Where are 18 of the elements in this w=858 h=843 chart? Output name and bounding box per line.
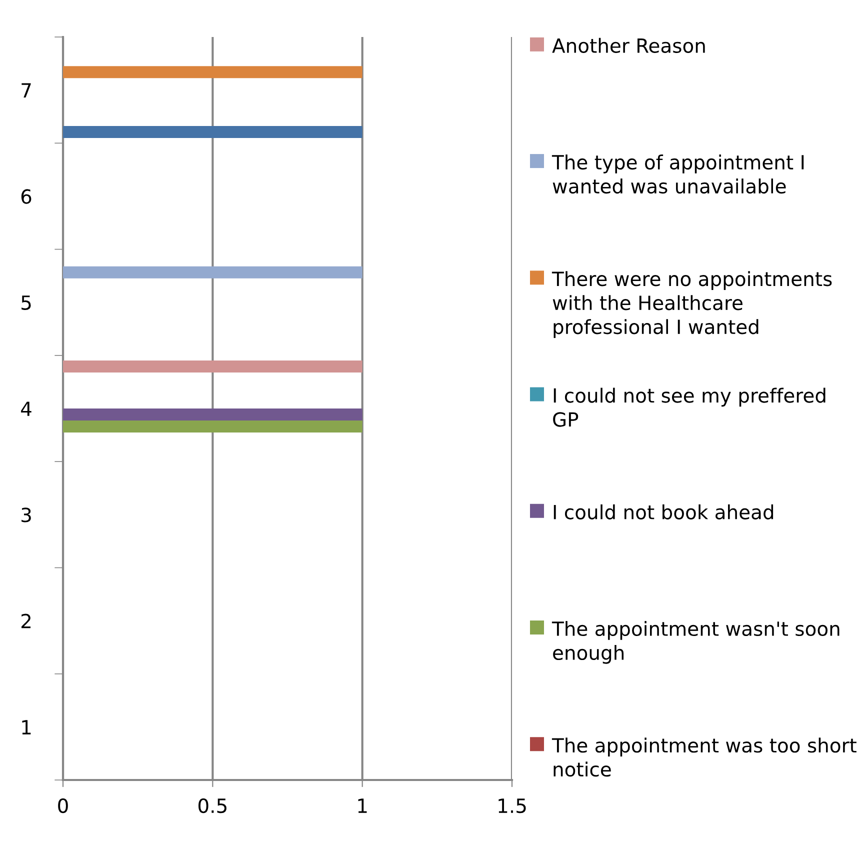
- y-tick-label: 3: [22, 508, 31, 522]
- x-tick-label: 0.5: [198, 798, 226, 814]
- legend-label: I could not book ahead: [554, 504, 774, 520]
- x-tick-label: 0: [58, 798, 68, 814]
- x-tick-label: 1: [358, 798, 367, 813]
- legend-label: The type of appointment I wanted was unavailable: [552, 154, 804, 194]
- y-tick-label: 2: [22, 614, 30, 628]
- y-tick-label: 5: [22, 296, 31, 310]
- legend-label: I could not see my preffered GP: [553, 388, 826, 427]
- y-tick-label: 1: [22, 720, 31, 734]
- legend-label: The appointment was too short notice: [552, 738, 856, 777]
- legend-label: There were no appointments with the Healthcare professional I wanted: [552, 271, 832, 338]
- y-tick-label: 7: [22, 83, 31, 98]
- legend-label: The appointment wasn't soon enough: [552, 621, 840, 664]
- y-tick-label: 4: [21, 402, 32, 416]
- x-tick-label: 1.5: [498, 798, 526, 814]
- legend-label: Another Reason: [552, 38, 705, 53]
- y-tick-label: 6: [21, 189, 32, 204]
